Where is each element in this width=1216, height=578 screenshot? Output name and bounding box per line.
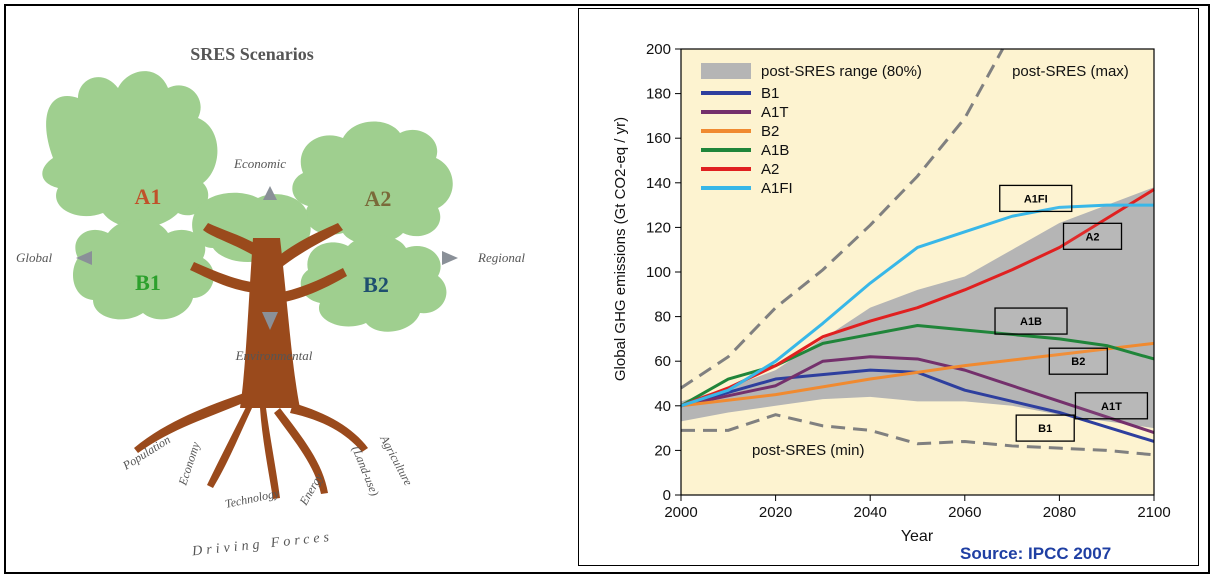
axis-label-global: Global <box>16 250 53 265</box>
x-tick-label: 2000 <box>664 504 697 521</box>
root-1 <box>134 393 244 453</box>
tree-title: SRES Scenarios <box>190 44 314 64</box>
annotation-box-b2 <box>1048 347 1108 375</box>
y-tick-label: 180 <box>646 86 671 103</box>
y-axis-label: Global GHG emissions (Gt CO2-eq / yr) <box>612 117 629 381</box>
scenario-label-b2: B2 <box>363 272 389 297</box>
y-tick-label: 100 <box>646 264 671 281</box>
legend-label-b2: B2 <box>761 123 779 140</box>
annotation-label-b1: B1 <box>1038 423 1052 435</box>
root-label-economy: Economy <box>175 439 203 487</box>
legend-label-a1b: A1B <box>761 142 789 159</box>
emissions-chart-panel: 0 20 40 60 80 100 120 140 160 180 200 2000 2020 2040 2… <box>578 8 1199 566</box>
x-tick-label: 2020 <box>759 504 792 521</box>
annotation-label-a1b: A1B <box>1020 316 1042 328</box>
annotation-box-b1 <box>1015 414 1075 442</box>
root-label-technology: Technology <box>224 486 281 511</box>
legend-label-band: post-SRES range (80%) <box>761 63 922 80</box>
root-5 <box>290 403 368 452</box>
annotation-box-a1b <box>994 307 1068 335</box>
branch-right <box>278 268 347 303</box>
economic-arrow-icon <box>263 186 277 200</box>
root-label-land-use: (Land-use) <box>349 444 382 498</box>
series-line-a1t <box>680 355 1155 434</box>
global-arrow-icon <box>76 251 92 265</box>
label-post-sres-min: post-SRES (min) <box>752 442 865 459</box>
legend-swatch-band <box>701 63 751 79</box>
series-line-b2 <box>680 341 1155 408</box>
scenario-label-a1: A1 <box>135 184 162 209</box>
axis-label-regional: Regional <box>477 250 525 265</box>
y-tick-label: 0 <box>663 487 671 504</box>
scenario-label-b1: B1 <box>135 270 161 295</box>
root-4 <box>274 408 328 494</box>
post-sres-min-line <box>681 413 1155 457</box>
branch-upper-left <box>203 223 260 258</box>
y-tick-label: 40 <box>654 398 671 415</box>
y-tick-label: 160 <box>646 130 671 147</box>
environmental-arrow-icon <box>262 312 278 330</box>
x-axis-label: Year <box>901 528 934 545</box>
series-line-a1fi <box>680 203 1154 408</box>
annotation-label-b2: B2 <box>1071 356 1085 368</box>
annotation-label-a2: A2 <box>1085 231 1099 243</box>
post-sres-max-line <box>680 48 1004 390</box>
foliage-a1 <box>42 71 218 228</box>
x-tick-label: 2080 <box>1043 504 1076 521</box>
branch-upper-right <box>276 223 343 270</box>
foliage-b1 <box>73 219 214 320</box>
y-tick-label: 80 <box>654 309 671 326</box>
axis-label-environmental: Environmental <box>235 348 313 363</box>
y-tick-label: 20 <box>654 442 671 459</box>
sres-tree-panel: SRES Scenarios A1 A2 B1 B2 Economic Envi… <box>8 8 548 570</box>
x-tick-label: 2040 <box>854 504 887 521</box>
root-label-agriculture: Agriculture <box>377 432 416 489</box>
sres-tree-diagram: SRES Scenarios A1 A2 B1 B2 Economic Envi… <box>16 44 525 560</box>
root-2 <box>207 403 253 488</box>
annotation-box-a2 <box>1062 222 1123 250</box>
annotation-box-a1t <box>1074 392 1149 420</box>
x-tick-label: 2060 <box>948 504 981 521</box>
foliage-b2 <box>300 235 447 332</box>
branch-left <box>190 262 258 293</box>
x-tick-label: 2100 <box>1137 504 1170 521</box>
scenario-label-a2: A2 <box>365 186 392 211</box>
y-tick-label: 120 <box>646 219 671 236</box>
driving-forces-label: Driving Forces <box>191 530 334 560</box>
foliage-a2 <box>292 121 453 245</box>
legend-label-a2: A2 <box>761 161 779 178</box>
label-post-sres-max: post-SRES (max) <box>1012 63 1129 80</box>
annotation-label-a1fi: A1FI <box>1024 193 1048 205</box>
source-credit: Source: IPCC 2007 <box>960 544 1112 563</box>
y-tick-label: 200 <box>646 41 671 58</box>
axis-label-economic: Economic <box>233 156 286 171</box>
y-tick-label: 60 <box>654 353 671 370</box>
annotation-box-a1fi <box>999 184 1073 213</box>
legend-label-b1: B1 <box>761 85 779 102</box>
foliage-center <box>192 192 311 263</box>
y-tick-label: 140 <box>646 175 671 192</box>
legend-label-a1t: A1T <box>761 104 789 121</box>
tree-foliage <box>42 71 453 332</box>
root-label-population: Population <box>119 432 173 473</box>
annotation-label-a1t: A1T <box>1101 401 1122 413</box>
root-3 <box>260 408 280 499</box>
series-line-a2 <box>680 188 1155 408</box>
regional-arrow-icon <box>442 251 458 265</box>
legend-label-a1fi: A1FI <box>761 180 793 197</box>
